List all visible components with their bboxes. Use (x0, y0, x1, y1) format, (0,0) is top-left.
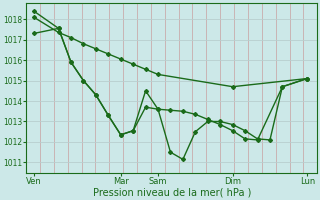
X-axis label: Pression niveau de la mer( hPa ): Pression niveau de la mer( hPa ) (92, 187, 251, 197)
